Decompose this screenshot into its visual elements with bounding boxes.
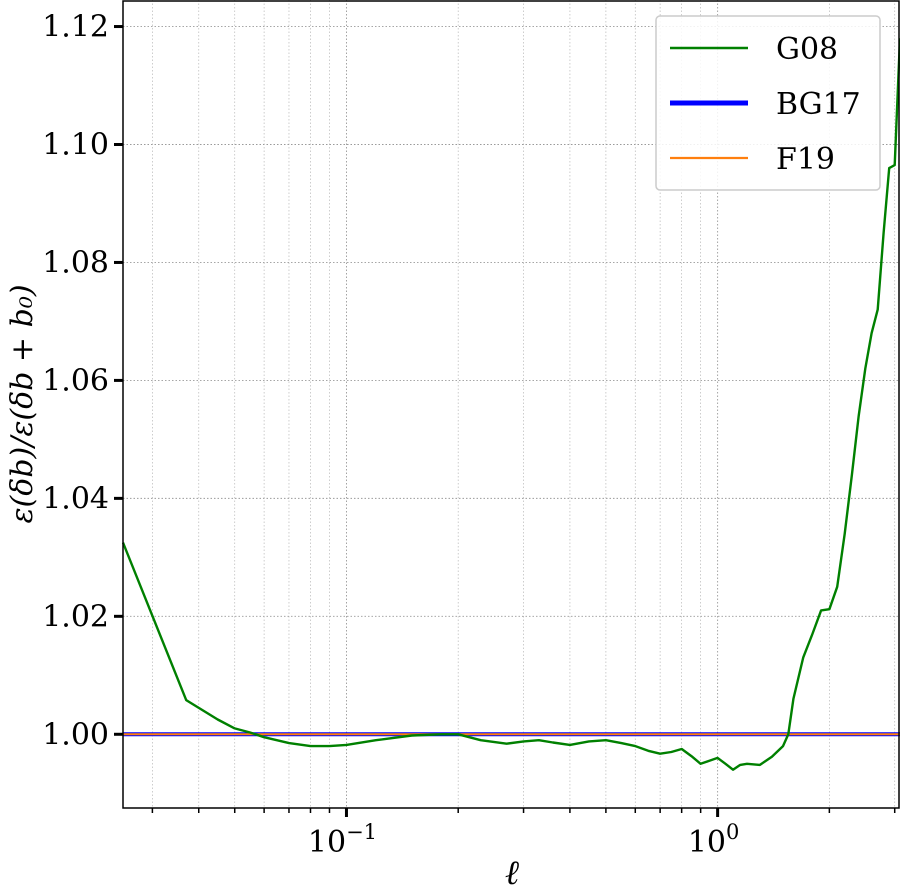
plot-frame (122, 0, 900, 809)
plot-series (121, 38, 900, 771)
x-axis-label: ℓ (505, 853, 519, 890)
legend-entries: G08 BG17 F19 (670, 32, 861, 177)
y-tick-label: 1.06 (42, 363, 109, 398)
legend-label-f19: F19 (776, 142, 835, 177)
y-tick-label: 1.00 (42, 717, 109, 752)
y-tick-label: 1.12 (42, 10, 109, 45)
y-tick-label: 1.10 (42, 127, 109, 162)
legend-label-bg17: BG17 (776, 87, 861, 122)
series-line-g08 (121, 38, 900, 771)
legend-box (655, 15, 881, 191)
legend: G08 BG17 F19 (655, 15, 881, 191)
y-tick-label: 1.04 (42, 481, 109, 516)
y-tick-label: 1.08 (42, 245, 109, 280)
y-tick-label: 1.02 (42, 599, 109, 634)
y-axis-label: ε(δb)/ε(δb + b₀) (5, 284, 40, 523)
x-tick-label: 100 (688, 820, 740, 860)
x-tick-label: 10−1 (308, 820, 377, 860)
legend-label-g08: G08 (776, 32, 838, 67)
axis-ticks: 1.00 1.02 1.04 1.06 1.08 1.10 1.12 10−1 100 (42, 10, 896, 860)
